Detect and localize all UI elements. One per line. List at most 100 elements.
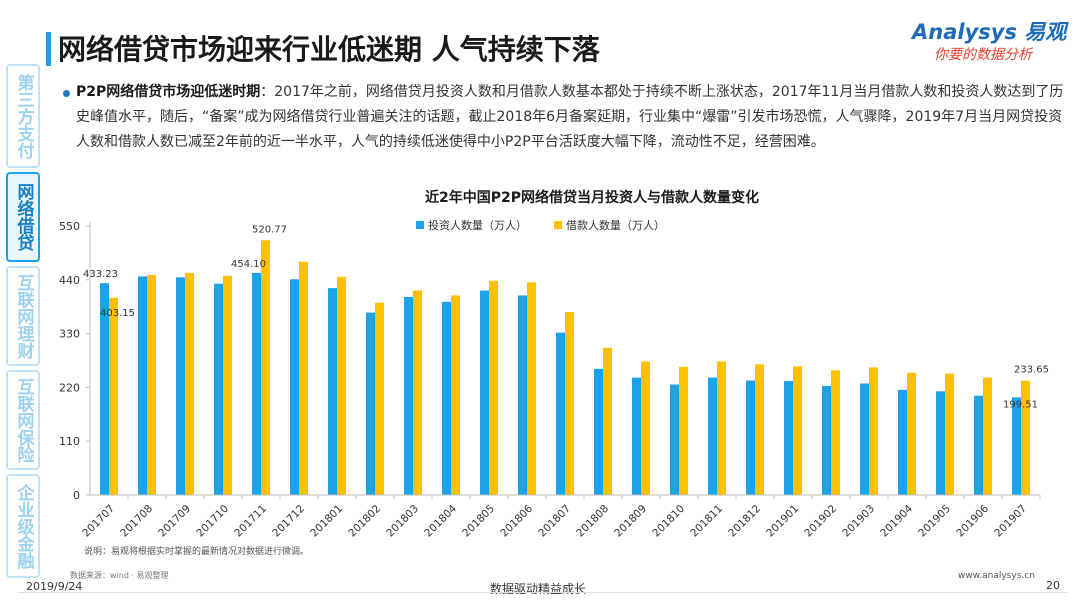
bar-borrowers-201901 <box>793 366 802 495</box>
bar-investors-201707 <box>100 283 109 495</box>
bar-investors-201807 <box>556 332 565 495</box>
x-axis: 201707 201708 201709 201710 201711 201712 2018… <box>80 494 1041 540</box>
bar-investors-201806 <box>518 295 527 495</box>
page-title: 网络借贷市场迎来行业低迷期 人气持续下落 <box>58 33 600 66</box>
x-tick-label: 201902 <box>802 503 839 540</box>
bar-investors-201711 <box>252 272 261 495</box>
nav-item-label: 互联网理财 <box>13 273 34 359</box>
bar-borrowers-201808 <box>603 347 612 495</box>
chart-legend: 投资人数量（万人） 借款人数量（万人） <box>416 218 665 232</box>
summary-body: ：2017年之前，网络借贷月投资人数和月借款人数基本都处于持续不断上涨状态，20… <box>76 84 1064 150</box>
footer-divider <box>18 592 1068 593</box>
y-tick-label: 220 <box>59 381 80 394</box>
x-tick-label: 201708 <box>118 503 155 540</box>
bar-investors-201812 <box>746 380 755 495</box>
bar-investors-201901 <box>784 381 793 495</box>
bar-borrowers-201805 <box>489 280 498 495</box>
bar-borrowers-201807 <box>565 312 574 495</box>
legend-swatch <box>554 221 562 229</box>
y-axis: 0 110 220 330 440 550 <box>59 220 91 502</box>
x-tick-label: 201905 <box>916 503 953 540</box>
bar-borrowers-201811 <box>717 361 726 495</box>
bar-borrowers-201711 <box>261 240 270 495</box>
nav-item-third-party-payment[interactable]: 第三方支付 <box>6 64 40 168</box>
x-tick-label: 201807 <box>536 503 573 540</box>
x-tick-label: 201802 <box>346 503 383 540</box>
nav-item-enterprise-finance[interactable]: 企业级金融 <box>6 474 40 578</box>
x-tick-label: 201903 <box>840 503 877 540</box>
bar-investors-201907 <box>1012 397 1021 495</box>
x-tick-label: 201901 <box>764 503 801 540</box>
x-tick-label: 201809 <box>612 503 649 540</box>
website-link[interactable]: www.analysys.cn <box>958 571 1035 581</box>
legend-label: 借款人数量（万人） <box>566 218 665 232</box>
data-label: 403.15 <box>100 308 135 319</box>
bar-borrowers-201806 <box>527 282 536 495</box>
x-tick-label: 201801 <box>308 503 345 540</box>
bar-investors-201802 <box>366 312 375 495</box>
bar-investors-201805 <box>480 290 489 495</box>
bar-investors-201712 <box>290 279 299 495</box>
bar-investors-201903 <box>860 383 869 495</box>
page-number: 20 <box>1046 579 1060 592</box>
legend-swatch <box>416 221 424 229</box>
bar-borrowers-201712 <box>299 261 308 495</box>
data-source: 数据来源：wind · 易观整理 <box>70 571 169 580</box>
bar-borrowers-201801 <box>337 276 346 495</box>
bar-investors-201809 <box>632 377 641 495</box>
x-tick-label: 201710 <box>194 503 231 540</box>
x-tick-label: 201712 <box>270 503 307 540</box>
data-label: 233.65 <box>1014 365 1049 376</box>
bar-borrowers-201809 <box>641 361 650 495</box>
data-labels: 433.23 403.15 454.10 520.77 233.65 199.51 <box>83 224 1049 410</box>
x-tick-label: 201808 <box>574 503 611 540</box>
bar-investors-201708 <box>138 276 147 495</box>
bar-borrowers-201709 <box>185 272 194 495</box>
chart-note: 说明：易观将根据实时掌握的最新情况对数据进行微调。 <box>84 547 310 557</box>
x-tick-label: 201806 <box>498 502 535 539</box>
x-tick-label: 201906 <box>954 502 991 539</box>
bar-borrowers-201904 <box>907 372 916 495</box>
data-label: 454.10 <box>231 259 266 270</box>
footer-slogan: 数据驱动精益成长 <box>490 582 587 596</box>
y-tick-label: 330 <box>59 328 80 341</box>
x-tick-label: 201812 <box>726 503 763 540</box>
nav-item-label: 互联网保险 <box>13 377 34 463</box>
bar-investors-201808 <box>594 368 603 495</box>
x-tick-label: 201904 <box>878 502 915 539</box>
data-label: 433.23 <box>83 269 118 280</box>
bar-borrowers-201812 <box>755 364 764 495</box>
bar-borrowers-201905 <box>945 373 954 495</box>
bar-investors-201810 <box>670 384 679 495</box>
nav-item-online-lending[interactable]: 网络借贷 <box>6 172 40 262</box>
bar-borrowers-201906 <box>983 377 992 495</box>
bar-investors-201906 <box>974 395 983 495</box>
x-tick-label: 201805 <box>460 503 497 540</box>
title-accent-bar <box>46 32 51 66</box>
nav-item-label: 网络借贷 <box>13 183 34 251</box>
bar-investors-201710 <box>214 283 223 495</box>
x-tick-label: 201811 <box>688 503 725 540</box>
bar-investors-201804 <box>442 301 451 495</box>
bullet-dot <box>63 90 70 97</box>
data-label: 199.51 <box>1003 399 1038 410</box>
x-tick-label: 201709 <box>156 503 193 540</box>
summary-paragraph: P2P网络借贷市场迎低迷时期：2017年之前，网络借贷月投资人数和月借款人数基本… <box>76 80 1066 155</box>
bars <box>100 240 1030 495</box>
y-tick-label: 550 <box>59 220 80 233</box>
summary-lead: P2P网络借贷市场迎低迷时期 <box>76 84 261 100</box>
chart-title: 近2年中国P2P网络借贷当月投资人与借款人数量变化 <box>425 189 759 206</box>
nav-item-label: 第三方支付 <box>13 73 34 159</box>
bar-investors-201904 <box>898 389 907 495</box>
nav-item-internet-wealth[interactable]: 互联网理财 <box>6 266 40 366</box>
bar-borrowers-201708 <box>147 274 156 495</box>
bar-investors-201905 <box>936 391 945 495</box>
bar-borrowers-201903 <box>869 367 878 495</box>
y-tick-label: 0 <box>73 489 80 502</box>
nav-item-internet-insurance[interactable]: 互联网保险 <box>6 370 40 470</box>
logo-slogan: 你要的数据分析 <box>934 47 1032 63</box>
bar-investors-201803 <box>404 296 413 495</box>
x-tick-label: 201707 <box>80 503 117 540</box>
x-tick-label: 201804 <box>422 502 459 539</box>
